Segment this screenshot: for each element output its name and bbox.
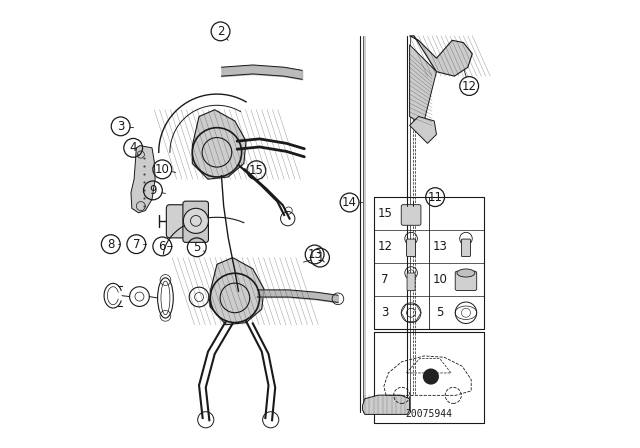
Text: 7: 7 [381,273,388,286]
Text: 13: 13 [307,248,322,261]
Text: 12: 12 [377,240,392,253]
Text: 15: 15 [378,207,392,220]
Circle shape [183,208,209,233]
Polygon shape [410,36,472,76]
Text: 5: 5 [193,241,200,254]
Text: 20075944: 20075944 [405,409,452,419]
Text: 7: 7 [132,237,140,251]
FancyBboxPatch shape [455,271,477,290]
FancyBboxPatch shape [401,205,421,225]
FancyBboxPatch shape [461,239,470,257]
Text: 8: 8 [107,237,115,251]
Text: 12: 12 [461,79,477,93]
Text: 13: 13 [432,240,447,253]
Text: 9: 9 [149,184,157,197]
Text: 6: 6 [159,240,166,253]
Text: 11: 11 [428,190,443,204]
Polygon shape [131,146,155,213]
Ellipse shape [457,269,475,277]
Polygon shape [362,395,410,414]
Text: 10: 10 [155,163,170,176]
Polygon shape [193,110,246,179]
Polygon shape [410,45,436,125]
Text: 5: 5 [436,306,444,319]
Text: 3: 3 [381,306,388,319]
FancyBboxPatch shape [406,239,415,257]
Text: 3: 3 [117,120,124,133]
Text: 1: 1 [316,251,324,264]
Circle shape [423,368,439,384]
FancyBboxPatch shape [407,273,415,290]
FancyBboxPatch shape [183,201,209,242]
Text: 15: 15 [249,164,264,177]
Polygon shape [210,258,264,325]
Text: 4: 4 [129,141,137,155]
FancyBboxPatch shape [166,205,207,238]
Polygon shape [410,116,436,143]
Text: 10: 10 [432,273,447,286]
Text: 2: 2 [217,25,224,38]
Text: 14: 14 [342,196,357,209]
